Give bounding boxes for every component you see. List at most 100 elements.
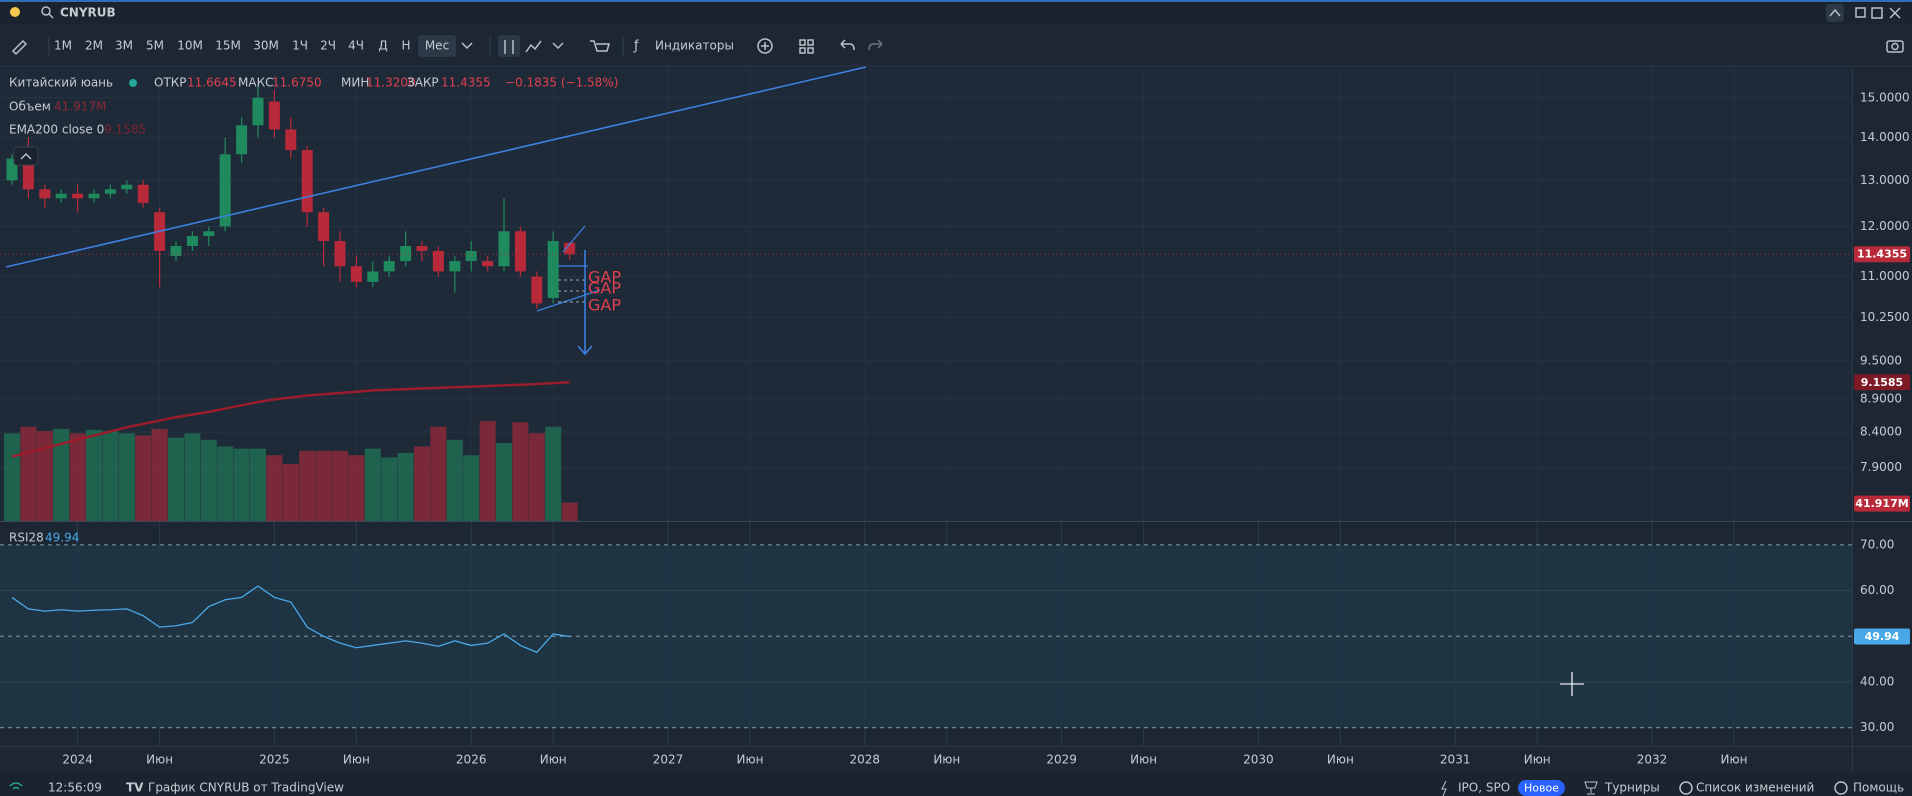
clock: 12:56:09 [48,781,102,795]
price-tick-label: 8.4000 [1860,425,1902,439]
volume-bar [53,428,70,521]
price-tick-label: 13.0000 [1860,173,1910,187]
help-link[interactable]: Помощь [1853,781,1904,795]
legend-open: 11.6645 [187,76,237,90]
close-icon[interactable] [1889,7,1901,19]
candles-button[interactable] [498,35,520,57]
time-tick-label: Июн [933,753,960,767]
timeframe-button[interactable]: 1Ч [292,39,308,53]
tournaments-link[interactable]: Турниры [1604,781,1660,795]
rsi-marker: 49.94 [1865,630,1900,643]
candle-body [22,158,34,190]
price-pane [0,67,1852,521]
timeframe-button[interactable]: Н [401,39,410,53]
price-tick-label: 11.0000 [1860,269,1910,283]
timeframe-button[interactable]: 1M [54,39,72,53]
volume-bar [200,439,217,521]
camera-lens [1891,42,1899,51]
layout-icon[interactable] [799,39,814,54]
volume-bar [528,433,545,521]
candle-body [318,212,330,242]
time-tick-label: 2025 [259,753,290,767]
candle-body [465,250,477,262]
collapse-legend[interactable] [13,146,39,166]
timeframe-button[interactable]: 5M [146,39,164,53]
volume-bar [135,435,152,521]
time-tick-label: Июн [146,753,173,767]
add-icon[interactable] [757,38,773,54]
collapse-button[interactable] [1826,4,1844,22]
candle-body [88,193,100,199]
timeframe-button[interactable]: 30M [253,39,279,53]
pattern-lines[interactable] [536,225,601,312]
badge [1518,780,1565,796]
candle-body [383,261,395,272]
trend-line[interactable] [5,66,867,268]
timeframe-button[interactable]: 15M [215,39,241,53]
search-icon[interactable] [41,6,51,16]
candle-body [252,97,264,126]
add-icon-cross [761,42,769,50]
maximize-icon[interactable] [1871,7,1883,19]
chevron[interactable] [461,42,473,50]
candle-body [55,193,67,199]
grid [0,66,1852,746]
volume-legend-value: 41.917M [54,100,106,114]
volume-bar [184,433,201,521]
timeframe-button[interactable]: Д [378,39,387,53]
volume-bar [446,439,463,521]
chevron[interactable] [552,42,564,50]
ema-legend-value: 9.1585 [104,123,146,137]
timeframe-button[interactable]: Мес [425,39,449,53]
candle-body [301,150,313,213]
ipo-icon [1441,780,1447,796]
rsi-tick-label: 60.00 [1860,583,1894,597]
legend-open-label: ОТКР [154,76,187,90]
candle-body [104,189,116,194]
time-tick-label: 2024 [62,753,93,767]
candle-body [39,189,51,199]
candle-body [400,245,412,262]
ema-marker-box [1854,374,1910,391]
candle-body [449,261,461,272]
fx-icon[interactable]: ƒ [633,39,639,54]
badge-text: Новое [1524,782,1559,795]
candle-body [498,231,510,267]
timeframe-button[interactable]: 2Ч [320,39,336,53]
symbol[interactable]: CNYRUB [60,6,116,20]
camera-icon[interactable] [1886,40,1904,53]
volume-bar [545,426,562,521]
candle-body [6,158,18,181]
rsi-legend-value: 49.94 [45,531,79,545]
volume-bar [348,455,365,521]
timeframe-button[interactable]: 3M [115,39,133,53]
rsi-band [0,544,1852,728]
restore-icon[interactable] [1855,7,1866,18]
redo-icon[interactable] [868,39,883,51]
last-price-marker: 11.4355 [1857,248,1907,261]
time-tick-label: Июн [737,753,764,767]
info-icon [1679,781,1693,795]
changelog-link[interactable]: Список изменений [1696,781,1814,795]
volume-bar [118,433,135,521]
timeframe-button[interactable]: 10M [177,39,203,53]
status-dot [129,79,137,87]
volume-bar [512,422,529,521]
cart-icon[interactable] [590,40,610,52]
undo-icon[interactable] [840,39,855,51]
indicators-button[interactable]: Индикаторы [655,39,734,53]
legend-close: 11.4355 [441,76,491,90]
timeframe-button[interactable]: 4Ч [348,39,364,53]
price-tick-label: 15.0000 [1860,90,1910,104]
timeframe-button[interactable]: 2M [85,39,103,53]
source[interactable]: График CNYRUB от TradingView [148,781,344,795]
ipo-link[interactable]: IPO, SPO [1458,781,1510,795]
plot [0,86,1852,654]
target-arrow-head [577,345,593,356]
legend-high: 11.6750 [272,76,322,90]
draw-icon[interactable] [11,39,28,56]
price-tick-label: 8.9000 [1860,391,1902,405]
line-icon[interactable] [525,40,542,53]
active-timeframe [418,35,456,57]
